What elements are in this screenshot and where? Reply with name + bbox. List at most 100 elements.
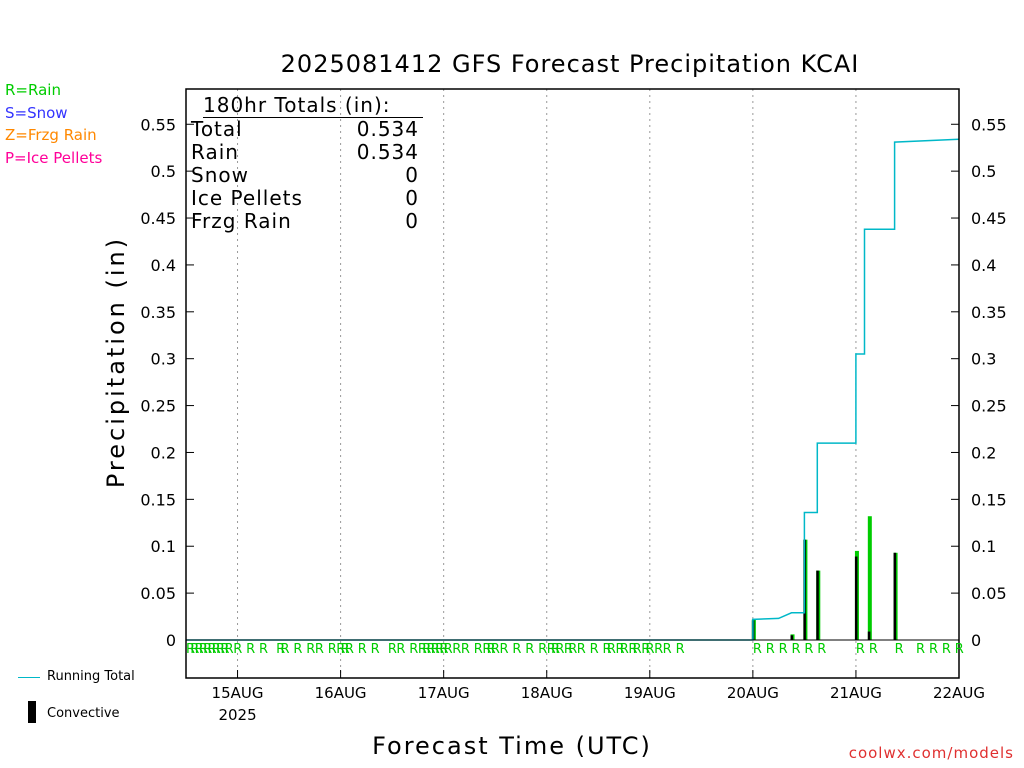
totals-row-ice-pellets: Ice Pellets 0	[191, 187, 419, 210]
x-tick-label: 19AUG	[624, 684, 676, 702]
rain-marker: R	[564, 642, 573, 657]
rain-marker: R	[654, 642, 663, 657]
rain-marker: R	[422, 642, 431, 657]
y-tick-label-right: 0.15	[971, 490, 1007, 509]
convective-bar	[816, 570, 819, 640]
totals-label: Ice Pellets	[191, 186, 303, 210]
rain-marker: R	[628, 642, 637, 657]
rain-marker: R	[345, 642, 354, 657]
y-tick-label-right: 0.35	[971, 303, 1007, 322]
legend-ice-pellets: P=Ice Pellets	[5, 149, 103, 167]
rain-bar	[867, 516, 872, 640]
rain-marker: R	[328, 642, 337, 657]
rain-marker: R	[409, 642, 418, 657]
running-total-series	[186, 138, 960, 641]
convective-bar	[893, 552, 897, 640]
rain-marker: R	[942, 642, 951, 657]
rain-marker: R	[336, 642, 345, 657]
rain-marker: R	[225, 642, 234, 657]
rain-marker: R	[431, 642, 440, 657]
y-tick-label-left: 0.55	[140, 115, 176, 134]
convective-bar	[790, 635, 794, 640]
plot-frame	[185, 88, 960, 679]
y-tick-label-right: 0.45	[971, 209, 1007, 228]
x-tick-label: 20AUG	[727, 684, 779, 702]
y-tick-label-left: 0.25	[140, 397, 176, 416]
rain-marker: R	[856, 642, 865, 657]
x-tick-label: 17AUG	[418, 684, 470, 702]
rain-marker: R	[568, 642, 577, 657]
rain-marker: R	[233, 642, 242, 657]
y-tick-label-left: 0.4	[151, 256, 176, 275]
rain-marker: R	[792, 642, 801, 657]
totals-value: 0.534	[356, 117, 419, 141]
rain-marker: R	[955, 642, 964, 657]
running-total-swatch	[18, 677, 40, 678]
rain-marker: R	[199, 642, 208, 657]
rain-marker: R	[620, 642, 629, 657]
rain-marker: R	[452, 642, 461, 657]
rain-marker: R	[444, 642, 453, 657]
y-tick-label-left: 0.15	[140, 490, 176, 509]
axes: 15AUG 2025 16AUG 17AUG 18AUG 19AUG 20AUG 21AUG 2…	[140, 88, 1007, 724]
rain-marker: R	[212, 642, 221, 657]
rain-marker: R	[607, 642, 616, 657]
rain-marker: R	[203, 642, 212, 657]
rain-marker: R	[461, 642, 470, 657]
y-tick-label-left: 0.3	[151, 350, 176, 369]
rain-marker: R	[641, 642, 650, 657]
rain-marker: R	[633, 642, 642, 657]
totals-label: Rain	[191, 140, 239, 164]
rain-marker: R	[207, 642, 216, 657]
y-tick-label-right: 0.2	[971, 443, 996, 462]
rain-marker: R	[555, 642, 564, 657]
credit-link[interactable]: coolwx.com/models	[848, 744, 1014, 762]
rain-marker: R	[499, 642, 508, 657]
convective-label: Convective	[47, 706, 120, 721]
rain-marker: R	[276, 642, 285, 657]
rain-marker: R	[358, 642, 367, 657]
rain-marker: R	[646, 642, 655, 657]
rain-marker: R	[426, 642, 435, 657]
totals-row-rain: Rain 0.534	[191, 141, 419, 164]
rain-marker: R	[547, 642, 556, 657]
y-tick-label-left: 0.45	[140, 209, 176, 228]
convective-bar	[867, 631, 871, 640]
y-tick-label-right: 0.05	[971, 584, 1007, 603]
rain-marker: R	[590, 642, 599, 657]
rain-marker: R	[482, 642, 491, 657]
y-axis-title: Precipitation (in)	[102, 235, 130, 489]
bar-series	[751, 516, 898, 640]
convective-bar	[854, 556, 858, 640]
legend-snow: S=Snow	[5, 104, 68, 122]
rain-marker: R	[371, 642, 380, 657]
totals-value: 0	[405, 186, 419, 210]
running-total-line	[186, 138, 960, 641]
rain-marker: R	[676, 642, 685, 657]
legend-rain: R=Rain	[5, 81, 61, 99]
chart-title: 2025081412 GFS Forecast Precipitation KC…	[280, 50, 860, 78]
x-tick-label: 18AUG	[521, 684, 573, 702]
totals-label: Total	[191, 117, 243, 141]
totals-value: 0.534	[356, 140, 419, 164]
y-tick-label-right: 0.4	[971, 256, 996, 275]
y-tick-label-left: 0.35	[140, 303, 176, 322]
rain-marker: R	[577, 642, 586, 657]
rain-marker: R	[804, 642, 813, 657]
rain-marker: R	[663, 642, 672, 657]
rain-marker: R	[929, 642, 938, 657]
x-tick-label: 16AUG	[315, 684, 367, 702]
y-tick-label-left: 0.2	[151, 443, 176, 462]
x-tick-label: 15AUG	[212, 684, 264, 702]
convective-swatch	[28, 701, 36, 723]
rain-marker: R	[435, 642, 444, 657]
y-tick-label-right: 0.5	[971, 162, 996, 181]
rain-marker: R	[474, 642, 483, 657]
rain-marker: R	[916, 642, 925, 657]
rain-marker: R	[259, 642, 268, 657]
rain-marker: R	[538, 642, 547, 657]
y-tick-label-right: 0	[971, 631, 981, 650]
legend-frzg-rain: Z=Frzg Rain	[5, 126, 97, 144]
rain-marker: R	[615, 642, 624, 657]
